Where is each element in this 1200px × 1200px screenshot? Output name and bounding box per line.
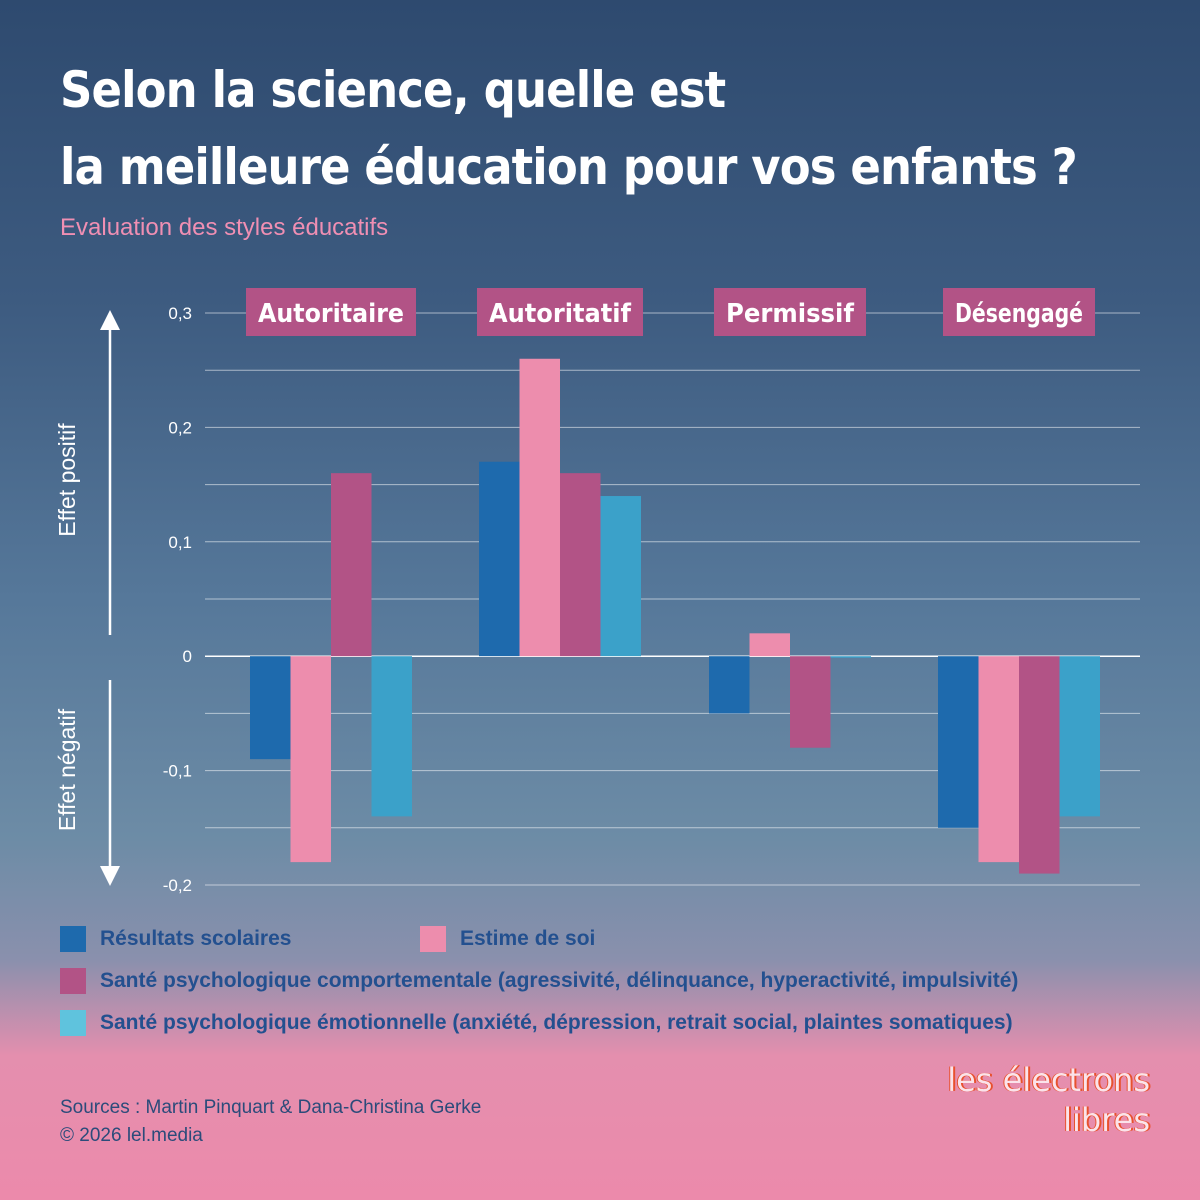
bar-academic — [250, 656, 291, 760]
axis-label-positive: Effet positif — [54, 423, 80, 537]
axis-label-negative: Effet négatif — [54, 708, 80, 831]
category-badge — [943, 288, 1095, 336]
bar-behavioral — [1019, 656, 1060, 874]
legend-swatch-academic — [60, 926, 86, 952]
bar-emotional — [600, 496, 641, 657]
y-tick-label: 0,2 — [168, 418, 192, 437]
title-line-2: la meilleure éducation pour vos enfants … — [60, 138, 1078, 196]
bar-behavioral — [331, 473, 372, 657]
bar-behavioral — [790, 656, 831, 748]
legend-label-emotional: Santé psychologique émotionnelle (anxiét… — [100, 1011, 1013, 1034]
title-line-1: Selon la science, quelle est — [60, 61, 726, 119]
legend-item-academic: Résultats scolaires — [60, 926, 291, 952]
legend-label-academic: Résultats scolaires — [100, 927, 292, 950]
category-label: Autoritatif — [489, 299, 632, 329]
legend-item-emotional: Santé psychologique émotionnelle (anxiét… — [60, 1010, 1013, 1036]
category-label: Désengagé — [955, 299, 1083, 329]
category-badge — [246, 288, 416, 336]
logo-line-2: libres — [1063, 1101, 1150, 1139]
legend-label-self-esteem: Estime de soi — [460, 927, 596, 950]
sources: Sources : Martin Pinquart & Dana-Christi… — [60, 1094, 481, 1150]
logo-line-1: les électrons — [947, 1061, 1150, 1099]
y-tick-label: -0,1 — [163, 762, 192, 781]
negative-arrow-head — [100, 866, 120, 886]
bar-emotional — [1059, 656, 1100, 817]
bar-behavioral — [560, 473, 601, 657]
bar-self-esteem — [978, 656, 1019, 863]
y-tick-label: 0,1 — [168, 533, 192, 552]
bar-academic — [479, 461, 520, 657]
legend-item-self-esteem: Estime de soi — [420, 926, 595, 952]
brand-logo: les électrons libres — [940, 1060, 1150, 1140]
category-badge — [477, 288, 643, 336]
bar-emotional — [371, 656, 412, 817]
category-label: Permissif — [726, 299, 855, 329]
bar-academic — [938, 656, 979, 828]
subtitle: Evaluation des styles éducatifs — [60, 214, 389, 241]
y-tick-label: 0 — [183, 647, 192, 666]
sources-text: Sources : Martin Pinquart & Dana-Christi… — [60, 1097, 482, 1118]
bar-academic — [709, 656, 750, 714]
y-tick-label: -0,2 — [163, 876, 192, 895]
legend-item-behavioral: Santé psychologique comportementale (agr… — [60, 968, 1018, 994]
legend-swatch-emotional — [60, 1010, 86, 1036]
category-badge — [714, 288, 866, 336]
legend-label-behavioral: Santé psychologique comportementale (agr… — [100, 969, 1019, 992]
positive-arrow-head — [100, 310, 120, 330]
legend-swatch-self-esteem — [420, 926, 446, 952]
legend-swatch-behavioral — [60, 968, 86, 994]
bar-emotional — [830, 656, 871, 658]
page-title: Selon la science, quelle est la meilleur… — [60, 52, 1078, 206]
y-tick-label: 0,3 — [168, 304, 192, 323]
bar-self-esteem — [290, 656, 331, 863]
copyright-text: © 2026 lel.media — [60, 1125, 203, 1146]
bar-chart: 0,3 0,2 0,1 0 -0,1 -0,2 Autoritaire Autoritatif… — [54, 288, 1100, 895]
bar-self-esteem — [519, 358, 560, 657]
bar-self-esteem — [749, 633, 790, 657]
category-label: Autoritaire — [258, 299, 404, 329]
